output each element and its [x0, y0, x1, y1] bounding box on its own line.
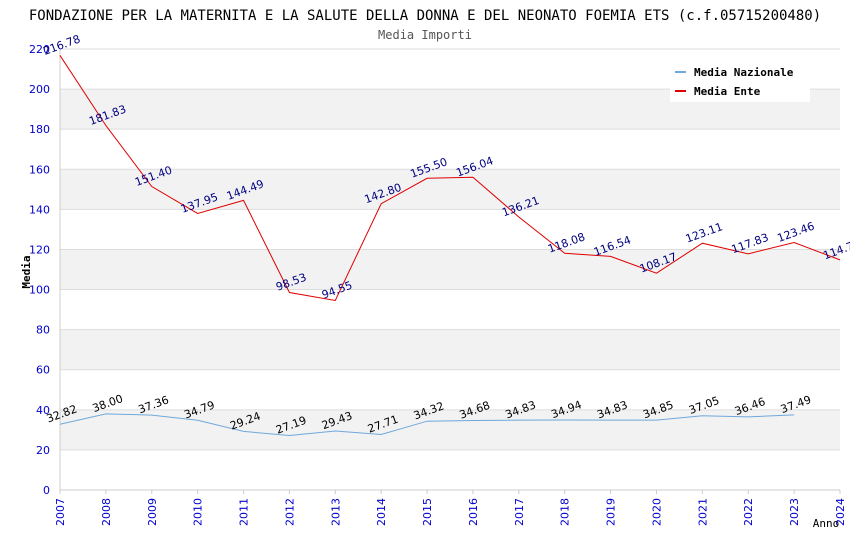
y-tick-label: 140 — [29, 203, 50, 216]
chart-legend: Media Nazionale Media Ente — [670, 58, 810, 102]
x-tick-label: 2010 — [192, 498, 205, 526]
x-tick-label: 2023 — [788, 498, 801, 526]
y-tick-label: 60 — [36, 364, 50, 377]
grid-band — [60, 409, 840, 450]
chart-subtitle: Media Importi — [378, 28, 472, 42]
x-tick-label: 2019 — [605, 498, 618, 526]
y-tick-label: 0 — [43, 484, 50, 497]
chart-bands — [60, 49, 840, 490]
x-tick-label: 2012 — [283, 498, 296, 526]
x-tick-label: 2009 — [146, 498, 159, 526]
y-tick-label: 200 — [29, 83, 50, 96]
y-axis-label: Media — [20, 255, 33, 288]
x-tick-label: 2011 — [238, 498, 251, 526]
x-tick-label: 2020 — [650, 498, 663, 526]
grid-band — [60, 329, 840, 370]
x-tick-label: 2018 — [559, 498, 572, 526]
grid-band — [60, 169, 840, 210]
y-tick-label: 40 — [36, 404, 50, 417]
x-tick-label: 2022 — [742, 498, 755, 526]
series-line-media-nazionale — [59, 413, 795, 437]
y-tick-label: 80 — [36, 324, 50, 337]
series-line-media-ente — [59, 55, 841, 302]
grid-band — [60, 249, 840, 290]
y-tick-label: 180 — [29, 123, 50, 136]
x-tick-label: 2024 — [834, 498, 847, 526]
x-axis-label: Anno — [813, 517, 840, 530]
chart-series — [59, 55, 841, 437]
x-tick-label: 2014 — [375, 498, 388, 526]
legend-entry: Media Ente — [694, 85, 761, 98]
y-tick-label: 220 — [29, 43, 50, 56]
y-tick-label: 20 — [36, 444, 50, 457]
legend-box — [670, 58, 810, 102]
x-tick-label: 2017 — [513, 498, 526, 526]
chart-axes: 0 20 40 60 80 100 120 140 160 180 200 220 2007 2008 20… — [29, 43, 847, 526]
y-tick-label: 160 — [29, 163, 50, 176]
x-tick-label: 2013 — [329, 498, 342, 526]
y-tick-label: 100 — [29, 284, 50, 297]
x-tick-label: 2016 — [467, 498, 480, 526]
legend-entry: Media Nazionale — [694, 66, 794, 79]
chart-gridlines — [60, 48, 840, 491]
x-tick-label: 2007 — [54, 498, 67, 526]
x-tick-label: 2008 — [100, 498, 113, 526]
x-tick-label: 2021 — [696, 498, 709, 526]
y-tick-label: 120 — [29, 243, 50, 256]
chart-title: FONDAZIONE PER LA MATERNITA E LA SALUTE … — [29, 8, 821, 24]
x-tick-label: 2015 — [421, 498, 434, 526]
